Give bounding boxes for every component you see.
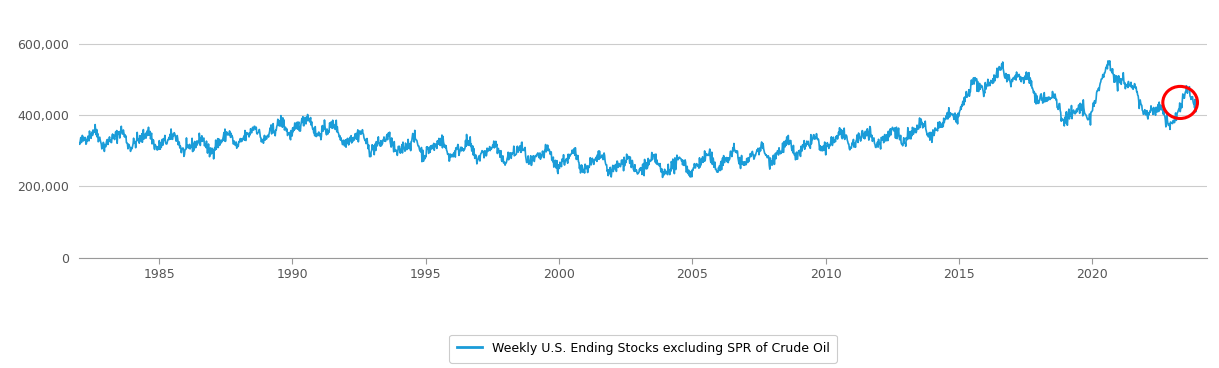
Legend: Weekly U.S. Ending Stocks excluding SPR of Crude Oil: Weekly U.S. Ending Stocks excluding SPR …: [449, 335, 837, 362]
